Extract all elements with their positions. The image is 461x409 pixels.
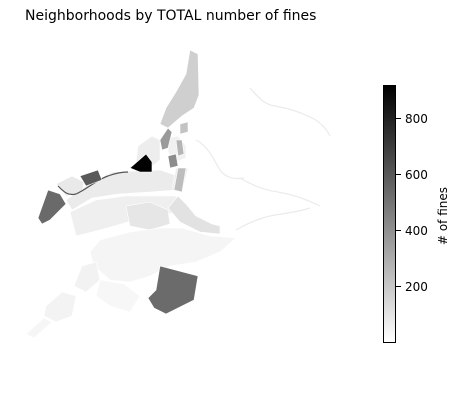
region-south-large [147, 265, 199, 315]
map-title: Neighborhoods by TOTAL number of fines [25, 8, 317, 24]
region-south-plain [89, 227, 237, 283]
colorbar-tick-label: 200 [405, 279, 428, 294]
colorbar-tick-mark [396, 174, 401, 176]
river-line [57, 171, 129, 196]
region-west-small [79, 169, 103, 187]
region-riverbank-b [65, 169, 179, 211]
region-west-mid [37, 189, 67, 225]
region-south-west-a [73, 261, 101, 293]
region-north-river [159, 49, 200, 129]
background-outlines [195, 87, 331, 231]
region-central-grey-e [179, 121, 189, 135]
colorbar [383, 85, 396, 343]
region-central-grey-c [175, 139, 185, 157]
dark-regions [37, 121, 199, 315]
colorbar-label: # of fines [436, 186, 450, 246]
region-central-grey-d [173, 167, 187, 193]
colorbar-tick-mark [396, 118, 401, 120]
region-south-west-b [43, 291, 77, 323]
colorbar-tick-mark [396, 286, 401, 288]
colorbar-tick-label: 400 [405, 223, 428, 238]
region-central-darkest [129, 153, 153, 173]
region-south-west-c [25, 317, 53, 339]
colorbar-tick-label: 600 [405, 167, 428, 182]
region-east-band [167, 195, 221, 235]
region-central-grey-b [167, 153, 179, 169]
colorbar-tick-mark [396, 230, 401, 232]
region-central-grey-a [159, 127, 173, 151]
colorbar-tick-label: 800 [405, 111, 428, 126]
region-center-light [125, 201, 171, 231]
region-south-mid [95, 279, 141, 313]
